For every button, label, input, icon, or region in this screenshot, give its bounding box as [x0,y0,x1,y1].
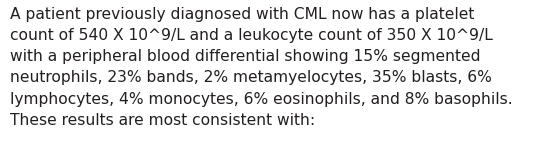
Text: A patient previously diagnosed with CML now has a platelet
count of 540 X 10^9/L: A patient previously diagnosed with CML … [10,7,513,128]
